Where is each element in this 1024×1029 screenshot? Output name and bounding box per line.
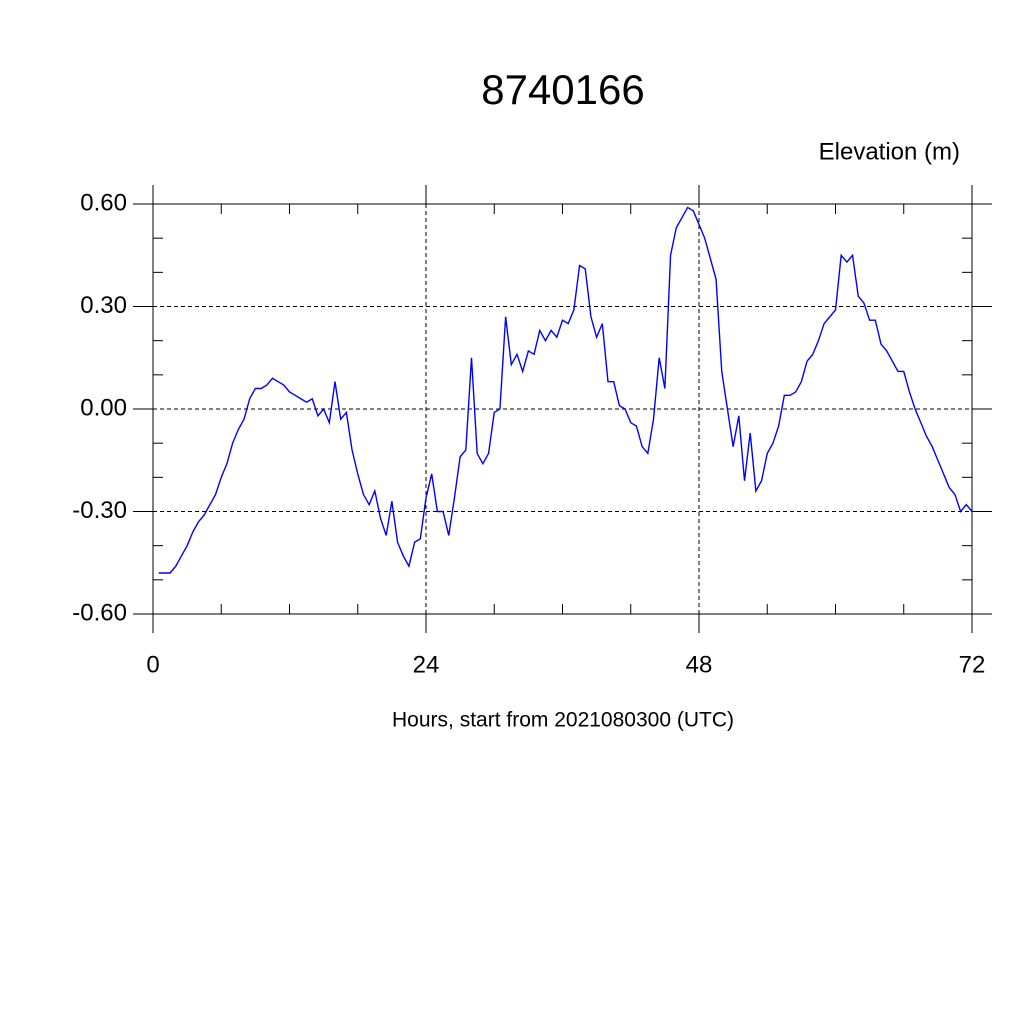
y-tick-label: -0.30 [72, 497, 127, 524]
chart-title: 8740166 [481, 66, 645, 113]
y-tick-label: 0.60 [80, 189, 127, 216]
x-tick-label: 0 [146, 651, 159, 678]
y-tick-label: 0.30 [80, 292, 127, 319]
x-tick-label: 48 [686, 651, 713, 678]
data-line [158, 206, 973, 574]
x-axis-label: Hours, start from 2021080300 (UTC) [392, 709, 734, 732]
y-tick-label: 0.00 [80, 394, 127, 421]
x-tick-label: 72 [959, 651, 986, 678]
x-tick-label: 24 [413, 651, 440, 678]
chart-subtitle: Elevation (m) [819, 138, 960, 165]
y-tick-label: -0.60 [72, 599, 127, 626]
